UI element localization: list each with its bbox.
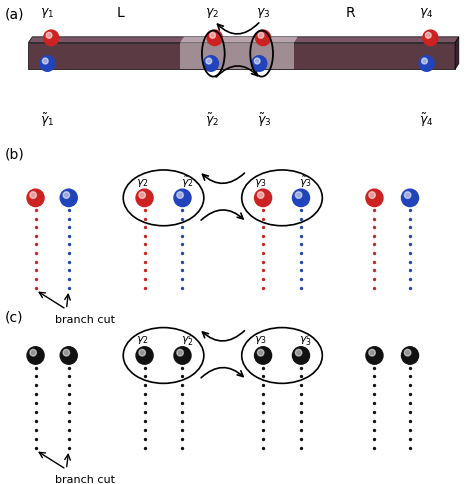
Text: L: L	[117, 6, 125, 20]
Circle shape	[136, 190, 153, 207]
Circle shape	[254, 59, 260, 65]
Circle shape	[255, 190, 272, 207]
Text: $\gamma_3$: $\gamma_3$	[254, 334, 267, 346]
Text: $\tilde{\gamma}_3$: $\tilde{\gamma}_3$	[299, 175, 312, 190]
Circle shape	[366, 347, 383, 364]
Text: $\tilde{\gamma}_2$: $\tilde{\gamma}_2$	[181, 175, 194, 190]
Circle shape	[139, 192, 146, 199]
Circle shape	[419, 57, 434, 72]
Circle shape	[203, 57, 219, 72]
Circle shape	[369, 192, 375, 199]
Text: (c): (c)	[5, 310, 23, 324]
Circle shape	[207, 31, 222, 46]
Text: (b): (b)	[5, 148, 25, 162]
Circle shape	[401, 347, 419, 364]
Circle shape	[136, 347, 153, 364]
Circle shape	[257, 192, 264, 199]
Circle shape	[44, 31, 59, 46]
Circle shape	[295, 349, 302, 356]
Text: branch cut: branch cut	[55, 474, 115, 484]
Circle shape	[257, 349, 264, 356]
Circle shape	[60, 347, 77, 364]
Polygon shape	[28, 38, 459, 44]
Circle shape	[404, 192, 411, 199]
Polygon shape	[180, 44, 294, 70]
Text: $\tilde{\gamma}_1$: $\tilde{\gamma}_1$	[40, 111, 55, 129]
Circle shape	[46, 33, 52, 39]
Text: $\gamma_2$: $\gamma_2$	[136, 334, 148, 346]
Polygon shape	[455, 38, 459, 70]
Circle shape	[40, 57, 55, 72]
Circle shape	[252, 57, 267, 72]
Text: $\tilde{\gamma}_2$: $\tilde{\gamma}_2$	[205, 111, 219, 129]
Circle shape	[210, 33, 216, 39]
Circle shape	[401, 190, 419, 207]
Circle shape	[139, 349, 146, 356]
Circle shape	[174, 190, 191, 207]
Circle shape	[42, 59, 48, 65]
Circle shape	[30, 192, 36, 199]
Circle shape	[369, 349, 375, 356]
Text: $\gamma_1$: $\gamma_1$	[40, 6, 55, 20]
Circle shape	[404, 349, 411, 356]
Text: $\gamma_3$: $\gamma_3$	[254, 177, 267, 188]
Text: R: R	[346, 6, 356, 20]
Text: $\gamma_4$: $\gamma_4$	[419, 6, 434, 20]
Polygon shape	[180, 38, 298, 44]
Circle shape	[425, 33, 431, 39]
Circle shape	[60, 190, 77, 207]
Circle shape	[177, 349, 183, 356]
Circle shape	[177, 192, 183, 199]
Circle shape	[255, 347, 272, 364]
Text: branch cut: branch cut	[55, 315, 115, 325]
Circle shape	[174, 347, 191, 364]
Circle shape	[30, 349, 36, 356]
Text: $\gamma_2$: $\gamma_2$	[136, 177, 148, 188]
Circle shape	[421, 59, 428, 65]
Circle shape	[366, 190, 383, 207]
Circle shape	[292, 347, 310, 364]
Circle shape	[63, 192, 70, 199]
Circle shape	[63, 349, 70, 356]
Text: $\tilde{\gamma}_3$: $\tilde{\gamma}_3$	[257, 111, 271, 129]
Circle shape	[258, 33, 264, 39]
Text: $\gamma_3'$: $\gamma_3'$	[299, 332, 312, 348]
Circle shape	[27, 190, 44, 207]
Circle shape	[295, 192, 302, 199]
Circle shape	[27, 347, 44, 364]
Text: $\gamma_3$: $\gamma_3$	[256, 6, 270, 20]
Circle shape	[423, 31, 438, 46]
Circle shape	[292, 190, 310, 207]
Text: $\gamma_2$: $\gamma_2$	[205, 6, 219, 20]
Text: $\gamma_2'$: $\gamma_2'$	[181, 332, 193, 348]
Polygon shape	[28, 44, 455, 70]
Circle shape	[206, 59, 212, 65]
Text: $\tilde{\gamma}_4$: $\tilde{\gamma}_4$	[419, 111, 434, 129]
Text: (a): (a)	[5, 7, 24, 21]
Circle shape	[255, 31, 271, 46]
